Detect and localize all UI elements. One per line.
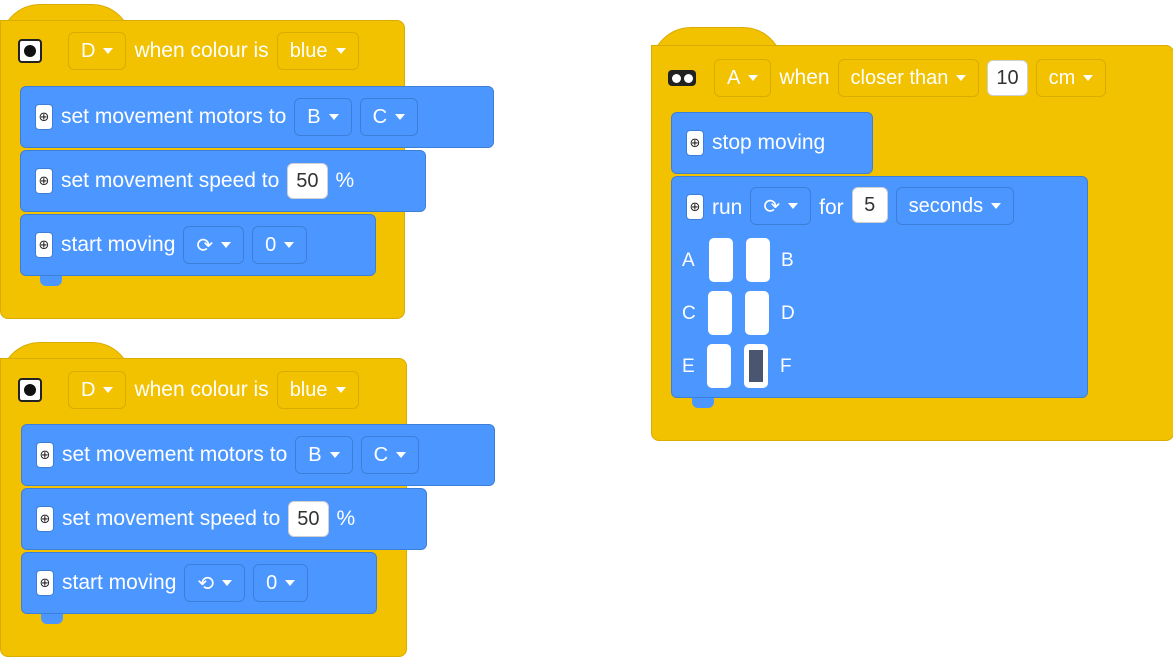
chevron-down-icon [103, 387, 114, 393]
chevron-down-icon [329, 452, 340, 458]
movement-icon: ⊕ [686, 130, 704, 156]
chevron-down-icon [1083, 75, 1094, 81]
block-label: run [712, 196, 743, 219]
steering-dropdown[interactable]: 0 [253, 564, 309, 602]
matrix-cell-selected[interactable] [744, 344, 768, 388]
motor-port-2-dropdown[interactable]: C [360, 436, 420, 474]
chevron-down-icon [748, 75, 759, 81]
steering-dropdown[interactable]: 0 [252, 226, 308, 264]
unit-dropdown[interactable]: seconds [895, 187, 1015, 225]
matrix-label-a: A [682, 250, 695, 271]
matrix-cell[interactable] [746, 238, 770, 282]
chevron-down-icon [395, 114, 406, 120]
unit-label: % [336, 507, 356, 530]
movement-icon: ⊕ [35, 168, 53, 194]
matrix-label-e: E [682, 356, 695, 377]
unit-dropdown[interactable]: cm [1035, 59, 1107, 97]
block-label: stop moving [712, 131, 826, 154]
motor-port-1-dropdown[interactable]: B [295, 436, 353, 474]
block-nub [41, 614, 63, 624]
run-for-seconds-block[interactable]: ⊕ run ⟳ for 5 seconds [671, 176, 1088, 398]
speed-input[interactable]: 50 [287, 163, 328, 199]
chevron-down-icon [103, 48, 114, 54]
hat-row: D when colour is blue [18, 32, 359, 70]
motor-port-1-dropdown[interactable]: B [294, 98, 352, 136]
colour-dropdown[interactable]: blue [276, 32, 359, 70]
chevron-down-icon [956, 75, 967, 81]
matrix-cell[interactable] [745, 291, 769, 335]
matrix-label-b: B [781, 250, 794, 271]
port-dropdown[interactable]: A [714, 59, 772, 97]
set-movement-motors-block[interactable]: ⊕ set movement motors to B C [20, 86, 494, 148]
distance-input[interactable]: 10 [987, 60, 1028, 96]
rotate-clockwise-icon: ⟳ [763, 195, 781, 218]
unit-label: % [335, 169, 355, 192]
matrix-cell[interactable] [709, 238, 733, 282]
block-label: set movement speed to [61, 169, 280, 192]
matrix-label-f: F [780, 356, 792, 377]
direction-dropdown[interactable]: ⟲ [184, 564, 246, 602]
set-movement-motors-block[interactable]: ⊕ set movement motors to B C [21, 424, 495, 486]
set-movement-speed-block[interactable]: ⊕ set movement speed to 50 % [20, 150, 426, 212]
block-label: set movement motors to [61, 105, 287, 128]
movement-icon: ⊕ [35, 232, 53, 258]
set-movement-speed-block[interactable]: ⊕ set movement speed to 50 % [21, 488, 427, 550]
stop-moving-block[interactable]: ⊕ stop moving [671, 112, 873, 174]
chevron-down-icon [285, 580, 296, 586]
movement-icon: ⊕ [36, 570, 54, 596]
movement-icon: ⊕ [35, 104, 53, 130]
condition-dropdown[interactable]: closer than [837, 59, 980, 97]
hat-row: D when colour is blue [18, 371, 359, 409]
movement-icon: ⊕ [36, 442, 54, 468]
matrix-label-c: C [682, 303, 696, 324]
for-label: for [819, 196, 844, 219]
direction-dropdown[interactable]: ⟳ [750, 187, 812, 225]
colour-sensor-icon [18, 39, 42, 63]
hat-label: when [779, 66, 830, 89]
matrix-cell[interactable] [707, 344, 731, 388]
movement-icon: ⊕ [36, 506, 54, 532]
chevron-down-icon [396, 452, 407, 458]
port-dropdown[interactable]: D [68, 371, 127, 409]
duration-input[interactable]: 5 [851, 187, 888, 223]
speed-input[interactable]: 50 [288, 501, 329, 537]
port-dropdown[interactable]: D [68, 32, 127, 70]
chevron-down-icon [221, 242, 232, 248]
chevron-down-icon [991, 203, 1002, 209]
block-nub [40, 276, 62, 286]
start-moving-block[interactable]: ⊕ start moving ⟲ 0 [21, 552, 377, 614]
movement-icon: ⊕ [686, 194, 704, 220]
hat-label: when colour is [134, 378, 269, 401]
start-moving-block[interactable]: ⊕ start moving ⟳ 0 [20, 214, 376, 276]
block-label: start moving [62, 571, 177, 594]
rotate-counterclockwise-icon: ⟲ [197, 572, 215, 595]
block-label: start moving [61, 233, 176, 256]
colour-sensor-icon [18, 378, 42, 402]
chevron-down-icon [788, 203, 799, 209]
colour-dropdown[interactable]: blue [276, 371, 359, 409]
hat-row: A when closer than 10 cm [668, 59, 1107, 97]
block-nub [692, 398, 714, 408]
distance-sensor-icon [668, 70, 696, 86]
chevron-down-icon [222, 580, 233, 586]
chevron-down-icon [284, 242, 295, 248]
matrix-cell[interactable] [708, 291, 732, 335]
hat-label: when colour is [134, 39, 269, 62]
chevron-down-icon [335, 48, 346, 54]
direction-dropdown[interactable]: ⟳ [183, 226, 245, 264]
motor-port-2-dropdown[interactable]: C [359, 98, 419, 136]
block-label: set movement speed to [62, 507, 281, 530]
block-label: set movement motors to [62, 443, 288, 466]
matrix-label-d: D [781, 303, 795, 324]
chevron-down-icon [335, 387, 346, 393]
rotate-clockwise-icon: ⟳ [196, 234, 214, 257]
chevron-down-icon [328, 114, 339, 120]
